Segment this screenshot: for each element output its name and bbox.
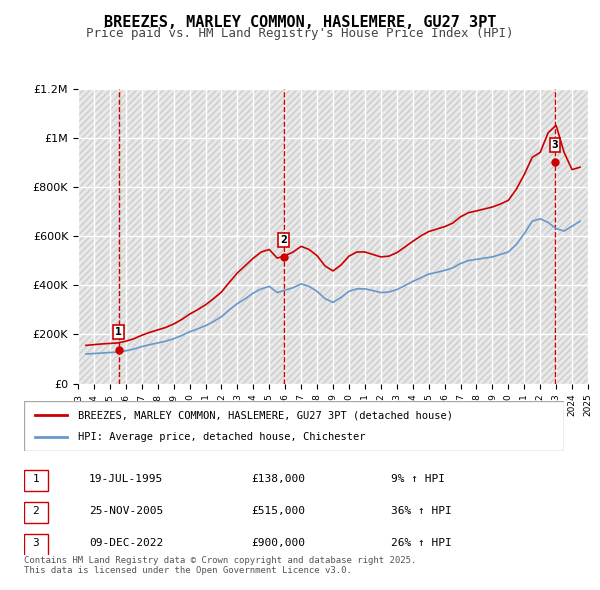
Text: 3: 3 — [32, 538, 39, 548]
Text: £515,000: £515,000 — [251, 506, 305, 516]
FancyBboxPatch shape — [24, 401, 564, 451]
FancyBboxPatch shape — [24, 534, 48, 556]
Text: 9% ↑ HPI: 9% ↑ HPI — [391, 474, 445, 484]
Text: 09-DEC-2022: 09-DEC-2022 — [89, 538, 163, 548]
Text: BREEZES, MARLEY COMMON, HASLEMERE, GU27 3PT (detached house): BREEZES, MARLEY COMMON, HASLEMERE, GU27 … — [78, 410, 453, 420]
Text: £900,000: £900,000 — [251, 538, 305, 548]
Text: 26% ↑ HPI: 26% ↑ HPI — [391, 538, 452, 548]
Text: 1: 1 — [115, 327, 122, 337]
Text: Price paid vs. HM Land Registry's House Price Index (HPI): Price paid vs. HM Land Registry's House … — [86, 27, 514, 40]
Text: 3: 3 — [552, 140, 559, 150]
FancyBboxPatch shape — [24, 470, 48, 491]
Text: Contains HM Land Registry data © Crown copyright and database right 2025.
This d: Contains HM Land Registry data © Crown c… — [24, 556, 416, 575]
Text: 36% ↑ HPI: 36% ↑ HPI — [391, 506, 452, 516]
Text: 2: 2 — [32, 506, 39, 516]
Text: 19-JUL-1995: 19-JUL-1995 — [89, 474, 163, 484]
Text: £138,000: £138,000 — [251, 474, 305, 484]
Text: 2: 2 — [280, 235, 287, 245]
Text: HPI: Average price, detached house, Chichester: HPI: Average price, detached house, Chic… — [78, 432, 365, 442]
Text: 25-NOV-2005: 25-NOV-2005 — [89, 506, 163, 516]
Text: 1: 1 — [32, 474, 39, 484]
FancyBboxPatch shape — [24, 502, 48, 523]
Text: BREEZES, MARLEY COMMON, HASLEMERE, GU27 3PT: BREEZES, MARLEY COMMON, HASLEMERE, GU27 … — [104, 15, 496, 30]
